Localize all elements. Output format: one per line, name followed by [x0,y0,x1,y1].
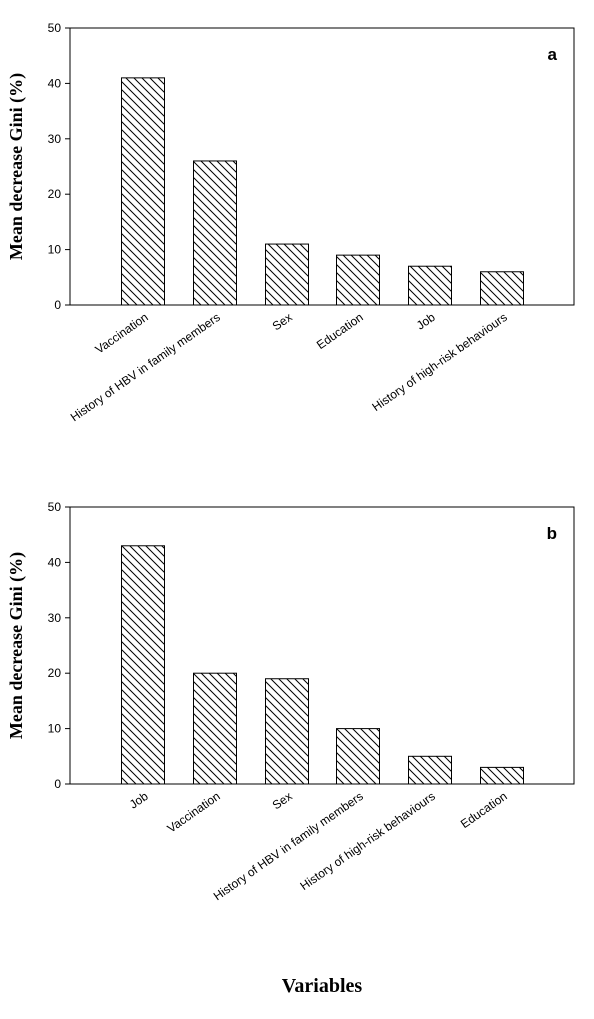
x-tick-label: Vaccination [165,789,223,836]
y-tick-label: 10 [48,722,62,736]
x-tick-label: History of high-risk behaviours [369,310,509,414]
y-axis-label: Mean decrease Gini (%) [6,552,27,739]
y-axis-label: Mean decrease Gini (%) [6,73,27,260]
bar-5 [408,265,452,306]
bar-4 [336,728,380,785]
x-tick-label: Job [127,789,151,812]
y-tick-label: 0 [54,777,61,791]
x-tick-label: History of HBV in family members [68,310,223,424]
x-tick-label: Job [414,310,438,333]
plot-frame [69,506,575,785]
y-tick-label: 20 [48,187,62,201]
plot-frame [69,27,575,306]
panel-label: a [548,45,558,64]
y-tick-label: 40 [48,76,62,90]
y-tick-label: 0 [54,298,61,312]
bar-1 [121,77,165,306]
x-tick-label: Sex [270,789,295,812]
y-tick-label: 30 [48,132,62,146]
bar-2 [193,672,237,785]
bar-1 [121,545,165,785]
x-tick-label: Sex [270,310,295,333]
y-tick-label: 10 [48,243,62,257]
y-tick-label: 30 [48,611,62,625]
y-tick-label: 20 [48,666,62,680]
panel-label: b [547,524,557,543]
bar-6 [480,766,524,785]
bar-4 [336,254,380,306]
bar-2 [193,160,237,306]
x-tick-label: History of HBV in family members [211,789,366,903]
bar-6 [480,271,524,306]
x-tick-label: Education [314,310,366,352]
x-tick-label: Education [458,789,510,831]
x-tick-label: History of high-risk behaviours [297,789,437,893]
bar-3 [265,678,309,785]
y-tick-label: 50 [48,500,62,514]
y-tick-label: 50 [48,21,62,35]
x-tick-label: Vaccination [93,310,151,357]
bar-3 [265,243,309,306]
bar-5 [408,755,452,785]
x-axis-label: Variables [282,975,363,997]
y-tick-label: 40 [48,555,62,569]
